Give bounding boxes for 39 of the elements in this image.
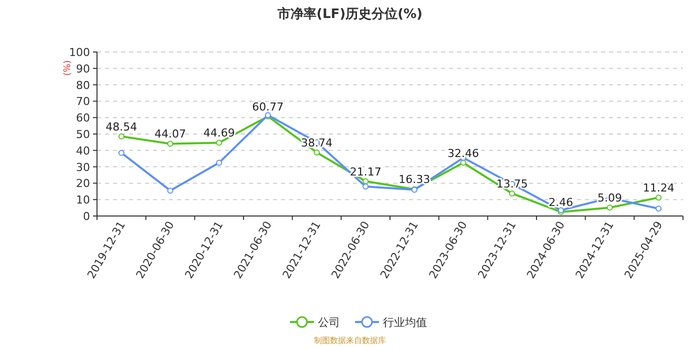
y-tick-label: 30 xyxy=(76,160,90,174)
data-label: 32.46 xyxy=(448,146,479,160)
point xyxy=(656,206,662,212)
y-tick-label: 90 xyxy=(76,62,90,76)
point xyxy=(216,140,222,146)
y-tick-label: 10 xyxy=(76,194,90,207)
legend-label: 公司 xyxy=(318,316,340,329)
legend-label: 行业均值 xyxy=(383,316,427,329)
point xyxy=(362,178,369,184)
data-label: 44.69 xyxy=(203,126,235,140)
text: 制图数据来自数据库 xyxy=(314,336,386,345)
data-label: 2.46 xyxy=(548,196,574,209)
y-tick-label: 70 xyxy=(76,95,90,108)
data-label: 60.77 xyxy=(252,100,284,114)
data-label: 11.24 xyxy=(642,182,674,195)
point xyxy=(118,133,124,140)
data-label: 21.17 xyxy=(350,165,382,178)
data-label: 16.33 xyxy=(398,173,430,186)
point xyxy=(216,160,222,166)
chart-title: 市净率(LF)历史分位(%) xyxy=(276,6,422,22)
data-label: 44.07 xyxy=(154,128,186,141)
y-tick-label: 100 xyxy=(69,46,90,59)
y-tick-label: 80 xyxy=(76,78,90,92)
point xyxy=(509,190,516,196)
y-tick-label: 20 xyxy=(76,177,90,190)
point xyxy=(118,150,124,156)
point xyxy=(460,160,466,166)
y-tick-label: 40 xyxy=(76,144,90,158)
point xyxy=(656,194,662,201)
y-tick-label: 0 xyxy=(83,210,90,223)
point xyxy=(167,140,174,147)
point xyxy=(362,183,369,190)
y-tick-label: 50 xyxy=(76,128,90,141)
point xyxy=(606,204,613,211)
y-tick-label: 60 xyxy=(76,112,90,125)
point xyxy=(314,149,320,156)
point xyxy=(167,188,174,194)
y-axis-title: (%) xyxy=(63,60,73,76)
data-label: 48.54 xyxy=(106,120,138,134)
